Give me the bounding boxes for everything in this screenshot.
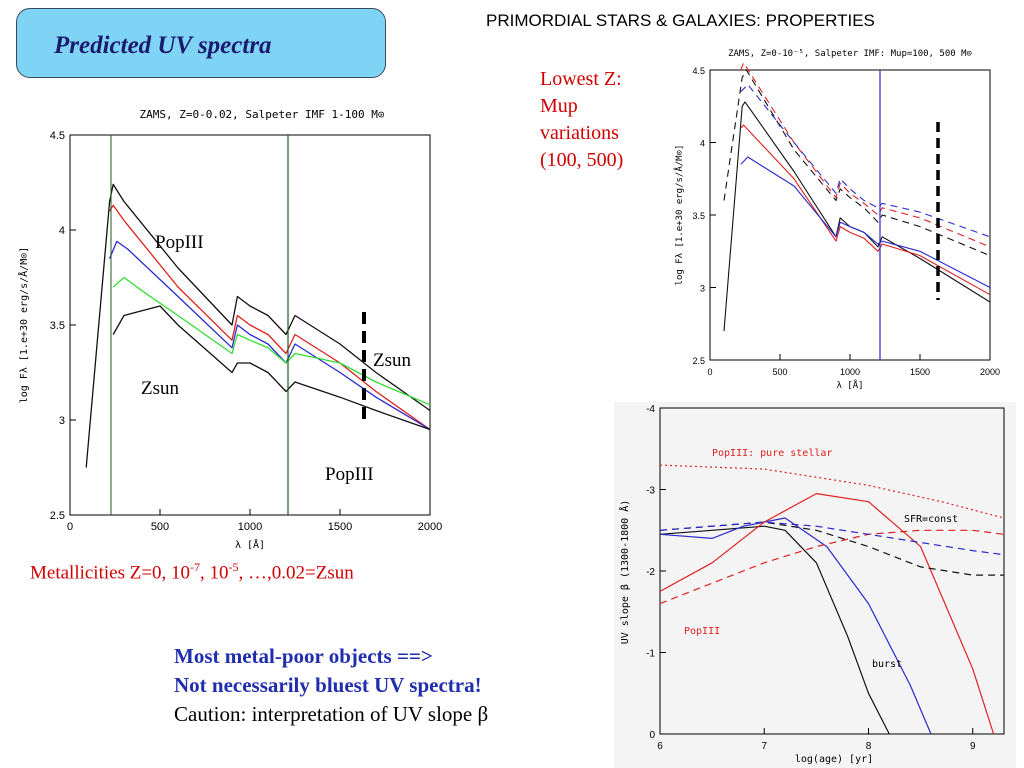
annotation-burst: burst [872,659,902,670]
x-axis-label: λ [Å] [235,538,265,551]
annotation-pure-stellar: PopIII: pure stellar [712,448,832,459]
annotation-popiii-lower: PopIII [325,464,374,485]
y-tick-label: -2 [646,567,655,578]
x-tick-label: 1500 [328,521,352,533]
series-line-blue-solid-2 [109,240,431,431]
x-tick-label: 9 [970,741,976,752]
y-tick-label: 3.5 [50,320,65,332]
series-line-green-solid-3 [112,276,431,406]
mup-caption: Lowest Z: Mup variations (100, 500) [540,66,623,174]
chart-background [614,402,1016,768]
chart-title: ZAMS, Z=0-10⁻⁵, Salpeter IMF: Mup=100, 5… [728,49,972,59]
x-tick-label: 8 [866,741,872,752]
metallicity-exp1: -7 [190,560,201,574]
mup-caption-line: Lowest Z: [540,68,622,90]
mup-caption-line: (100, 500) [540,149,624,171]
metallicity-exp2: -5 [228,560,239,574]
chart-title: ZAMS, Z=0-0.02, Salpeter IMF 1-100 M⊙ [139,108,384,121]
annotation-zsun-right: Zsun [373,350,412,371]
series-line-red-dashed-4 [659,529,1005,605]
annotation-popiii: PopIII [684,626,720,637]
series-line-black-dashed-3 [723,69,991,257]
x-tick-label: 500 [151,521,169,533]
y-tick-label: -4 [646,404,655,415]
slide-title: Predicted UV spectra [54,32,272,59]
plot-frame [709,69,991,361]
series-line-red-solid-1 [740,124,991,296]
y-axis-label: log Fλ [1.e+30 erg/s/Å/M⊙] [17,247,30,404]
series-line-blue-solid-2 [659,517,932,735]
conclusion-text: Most metal-poor objects ==> Not necessar… [174,642,488,729]
y-tick-label: 3 [700,284,705,294]
x-tick-label: 1000 [840,367,860,377]
metallicity-suffix: , …,0.02=Zsun [238,562,354,584]
y-tick-label: 4 [700,139,705,149]
x-tick-label: 7 [761,741,767,752]
y-tick-label: 4.5 [50,130,65,142]
metallicity-prefix: Metallicities Z=0, 10 [30,562,191,584]
series-line-black-solid-1 [659,525,890,735]
annotation-zsun-lower: Zsun [141,378,180,399]
x-tick-label: 1500 [910,367,930,377]
y-tick-label: 3.5 [692,211,705,221]
series-line-black-solid-0 [723,101,991,332]
metallicity-caption: Metallicities Z=0, 10-7, 10-5, …,0.02=Zs… [30,560,354,584]
y-tick-label: 4 [59,225,65,237]
x-tick-label: 2000 [418,521,442,533]
series-line-red-solid-3 [659,492,995,735]
x-tick-label: 2000 [980,367,1000,377]
x-axis-label: log(age) [yr] [795,754,873,765]
conclusion-line-2: Not necessarily bluest UV spectra! [174,673,482,697]
slide-header: PRIMORDIAL STARS & GALAXIES: PROPERTIES [486,11,875,30]
title-box [16,8,386,78]
series-line-red-dashed-4 [740,62,991,248]
x-tick-label: 6 [657,741,663,752]
metallicity-mid: , 10 [200,562,229,584]
annotation-sfr-const: SFR=const [904,514,958,525]
mup-caption-line: variations [540,122,619,144]
spectra-chart-mup: ZAMS, Z=0-10⁻⁵, Salpeter IMF: Mup=100, 5… [673,49,1000,391]
x-tick-label: 0 [707,367,712,377]
y-tick-label: 2.5 [692,356,705,366]
series-line-blue-dashed-5 [740,83,991,238]
x-tick-label: 1000 [238,521,262,533]
series-line-red-dotted-0 [659,464,1005,519]
y-tick-label: -1 [646,649,655,660]
y-tick-label: 2.5 [50,510,65,522]
series-line-black-solid-0 [85,183,431,468]
x-tick-label: 0 [67,521,73,533]
series-line-black-solid-4 [112,305,431,431]
annotation-popiii-upper: PopIII [155,232,204,253]
y-tick-label: 3 [59,415,65,427]
y-axis-label: UV slope β (1300-1800 Å) [618,500,631,645]
uv-slope-chart: 6 7 8 9 -4 -3 -2 -1 0 log(age) [yr] UV slope β (… [614,402,1016,768]
mup-caption-line: Mup [540,95,578,117]
y-tick-label: 4.5 [692,66,705,76]
series-line-blue-solid-2 [740,156,991,288]
series-line-blue-dashed-6 [659,521,1005,556]
spectra-chart-metallicity: ZAMS, Z=0-0.02, Salpeter IMF 1-100 M⊙ 0 5… [17,108,442,551]
x-tick-label: 500 [772,367,787,377]
y-tick-label: 0 [649,730,655,741]
conclusion-line-3: Caution: interpretation of UV slope β [174,702,489,726]
y-axis-label: log Fλ [1.e+30 erg/s/Å/M⊙] [673,145,685,286]
y-tick-label: -3 [646,486,655,497]
conclusion-line-1: Most metal-poor objects ==> [174,644,433,668]
x-axis-label: λ [Å] [836,379,863,391]
